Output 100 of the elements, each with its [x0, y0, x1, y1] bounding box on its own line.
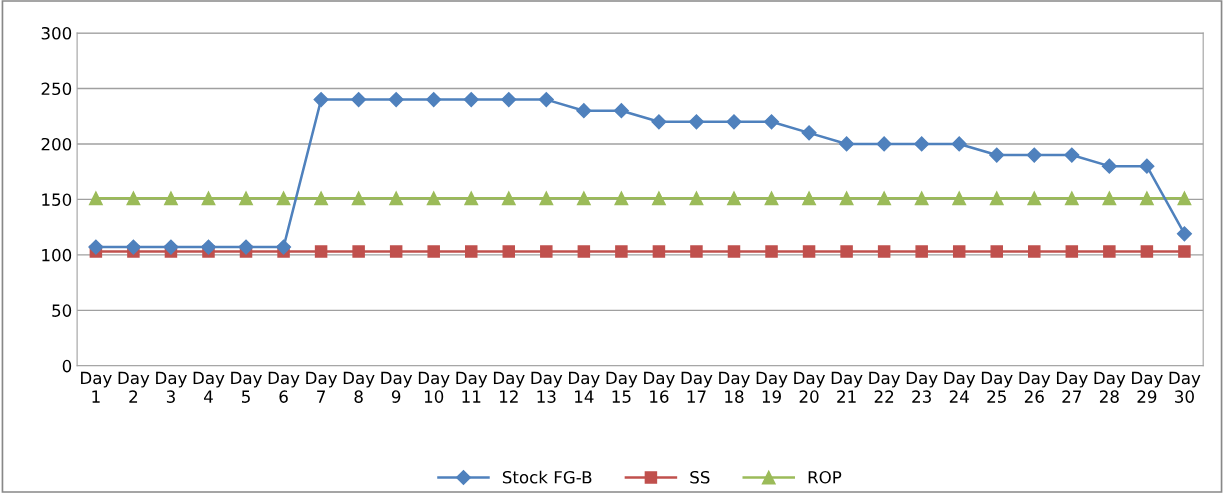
point — [88, 239, 104, 255]
point — [688, 114, 705, 130]
point — [651, 191, 666, 206]
point — [614, 191, 629, 206]
point — [314, 245, 328, 258]
x-tick-label: Day 3 — [156, 371, 187, 403]
point — [1028, 245, 1041, 258]
point — [802, 245, 816, 258]
y-tick-label: 0 — [62, 359, 72, 373]
x-tick-label: Day 14 — [569, 371, 600, 403]
point — [200, 239, 217, 255]
point — [840, 245, 853, 258]
x-tick-label: Day 23 — [906, 371, 938, 403]
x-tick-label: Day 7 — [306, 371, 338, 403]
point — [915, 245, 928, 258]
point — [727, 191, 741, 206]
point — [1139, 191, 1154, 206]
point — [464, 191, 479, 206]
point — [538, 92, 554, 108]
point — [163, 239, 179, 255]
point — [689, 191, 704, 206]
x-tick-label: Day 28 — [1094, 371, 1126, 403]
point — [1101, 158, 1117, 174]
point — [989, 191, 1004, 206]
point — [1140, 245, 1154, 258]
point — [1139, 158, 1155, 174]
x-tick-label: Day 21 — [831, 371, 863, 403]
y-tick-label: 50 — [52, 304, 72, 317]
point — [726, 114, 742, 130]
point — [1177, 191, 1192, 206]
point — [577, 245, 591, 258]
point — [690, 245, 703, 258]
point — [801, 125, 817, 141]
point — [388, 92, 404, 108]
x-tick-label: Day 13 — [531, 371, 563, 403]
x-tick-label: Day 26 — [1019, 371, 1051, 403]
point — [1064, 191, 1079, 206]
point — [802, 191, 817, 206]
legend-label: SS — [690, 470, 710, 484]
point — [275, 239, 292, 255]
point — [426, 191, 441, 206]
point — [652, 245, 666, 258]
y-tick-label: 100 — [42, 248, 72, 262]
point — [615, 245, 628, 258]
point — [1027, 191, 1042, 206]
point — [501, 92, 517, 108]
point — [164, 191, 178, 206]
point — [876, 136, 892, 152]
point — [1064, 147, 1080, 163]
x-tick-label: Day 12 — [493, 371, 525, 403]
point — [426, 92, 442, 108]
point — [651, 114, 667, 130]
legend-label: Stock FG-B — [502, 470, 592, 484]
x-tick-label: Day 11 — [456, 371, 488, 403]
x-tick-label: Day 29 — [1132, 371, 1163, 403]
point — [125, 239, 141, 255]
x-tick-label: Day 2 — [118, 371, 150, 403]
x-tick-label: Day 24 — [944, 371, 976, 403]
point — [727, 245, 741, 258]
point — [276, 191, 291, 206]
x-tick-label: Day 4 — [193, 371, 225, 403]
x-tick-label: Day 9 — [381, 371, 413, 403]
y-tick-label: 150 — [42, 193, 72, 206]
x-tick-label: Day 1 — [81, 371, 112, 403]
point — [613, 103, 629, 119]
y-tick-label: 300 — [41, 26, 72, 40]
point — [1178, 245, 1191, 258]
point — [765, 245, 778, 258]
point — [313, 92, 329, 108]
x-tick-label: Day 15 — [606, 371, 638, 403]
point — [877, 245, 891, 258]
x-tick-label: Day 27 — [1057, 371, 1088, 403]
point — [763, 114, 780, 130]
y-tick-label: 200 — [41, 137, 72, 151]
x-tick-label: Day 5 — [231, 371, 262, 403]
point — [427, 245, 440, 258]
point — [764, 191, 779, 206]
point — [952, 245, 966, 258]
point — [389, 191, 404, 206]
point — [1102, 191, 1117, 206]
point — [952, 191, 967, 206]
point — [88, 191, 103, 206]
point — [914, 191, 929, 206]
point — [389, 245, 403, 258]
x-tick-label: Day 6 — [268, 371, 300, 403]
point — [539, 191, 554, 206]
x-tick-label: Day 22 — [869, 371, 901, 403]
point — [463, 92, 479, 108]
point — [314, 191, 329, 206]
x-tick-label: Day 19 — [756, 371, 788, 403]
point — [1026, 147, 1042, 163]
x-tick-label: Day 16 — [644, 371, 675, 403]
point — [1176, 226, 1192, 242]
point — [201, 191, 216, 206]
point — [576, 191, 591, 206]
point — [351, 92, 367, 108]
point — [576, 103, 592, 119]
point — [351, 191, 366, 206]
x-tick-label: Day 20 — [794, 371, 826, 403]
point — [464, 245, 478, 258]
